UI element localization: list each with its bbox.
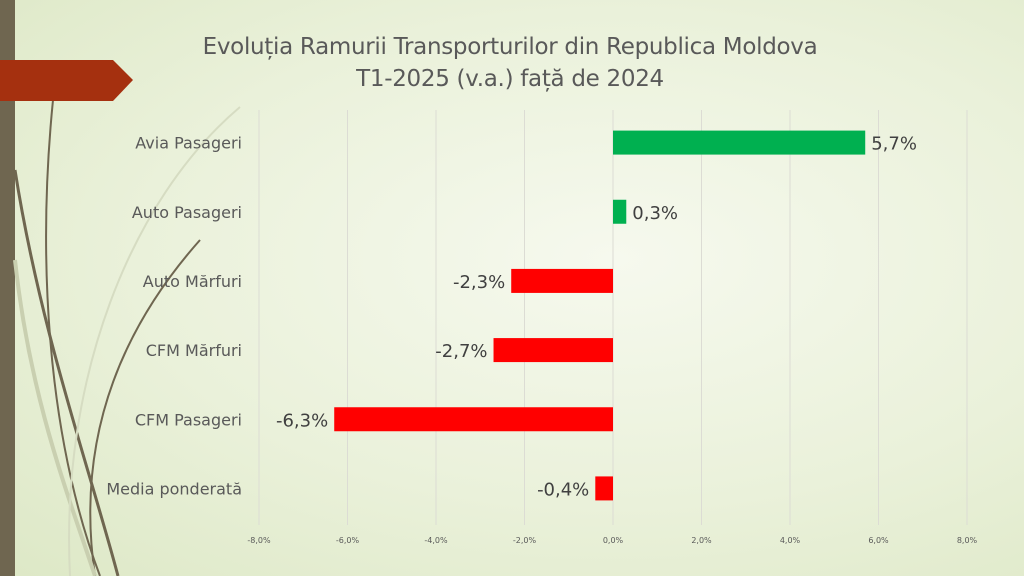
- x-tick-label: -8,0%: [247, 536, 271, 545]
- category-label: Auto Mărfuri: [143, 272, 242, 291]
- data-label: -2,3%: [453, 272, 505, 293]
- bar: [613, 199, 627, 224]
- chart-title-line1: Evoluția Ramurii Transporturilor din Rep…: [202, 34, 818, 60]
- category-label: Auto Pasageri: [132, 203, 242, 222]
- data-label: 5,7%: [871, 134, 917, 155]
- x-tick-label: 2,0%: [691, 536, 712, 545]
- chart-title-line2: T1-2025 (v.a.) față de 2024: [356, 66, 664, 92]
- data-label: -0,4%: [537, 479, 589, 500]
- decorative-curves: [13, 99, 241, 576]
- bar: [511, 268, 613, 293]
- x-tick-label: -2,0%: [513, 536, 537, 545]
- data-label: -6,3%: [276, 410, 328, 431]
- x-tick-label: 8,0%: [957, 536, 978, 545]
- x-tick-label: 6,0%: [868, 536, 889, 545]
- category-label: CFM Mărfuri: [146, 341, 242, 360]
- category-label: CFM Pasageri: [135, 410, 242, 429]
- bar: [595, 476, 613, 501]
- category-label: Media ponderată: [106, 479, 242, 498]
- left-strip: [0, 0, 15, 576]
- accent-arrow: [0, 60, 133, 101]
- bar: [613, 130, 866, 155]
- category-label: Avia Pasageri: [135, 134, 242, 153]
- bar: [493, 338, 613, 363]
- x-tick-label: 4,0%: [780, 536, 801, 545]
- bar: [334, 407, 613, 432]
- x-tick-label: -4,0%: [424, 536, 448, 545]
- data-label: 0,3%: [632, 203, 678, 224]
- data-label: -2,7%: [435, 341, 487, 362]
- x-tick-label: 0,0%: [603, 536, 624, 545]
- x-tick-label: -6,0%: [336, 536, 360, 545]
